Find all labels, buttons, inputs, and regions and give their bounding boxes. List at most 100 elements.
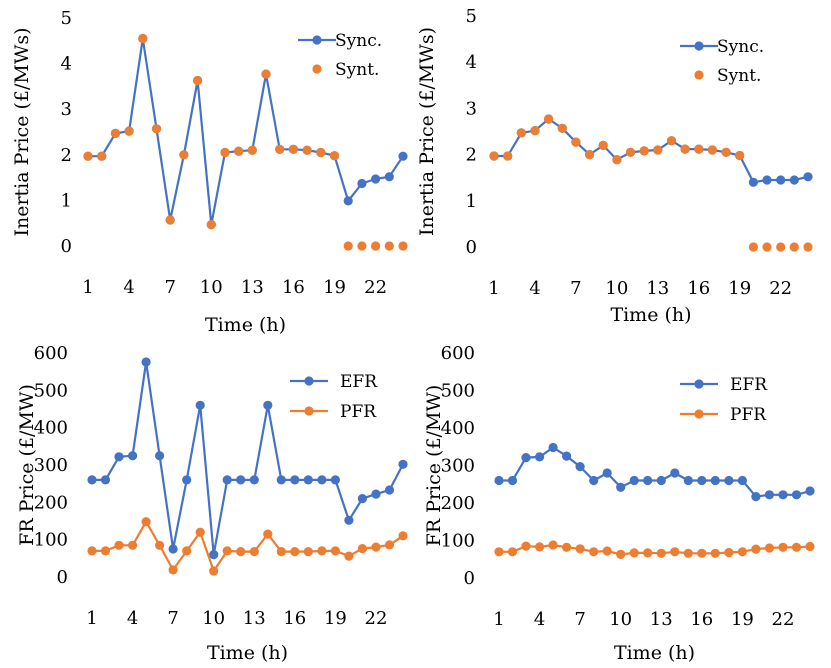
data-point xyxy=(357,494,367,504)
data-point xyxy=(666,136,677,146)
data-point xyxy=(209,566,219,576)
data-point xyxy=(643,475,653,486)
data-point xyxy=(100,546,111,556)
data-point xyxy=(371,542,381,552)
data-point xyxy=(656,475,666,486)
data-point xyxy=(124,126,134,136)
data-point xyxy=(398,531,408,541)
data-point xyxy=(602,546,612,556)
data-point xyxy=(247,145,257,155)
data-point xyxy=(571,137,581,147)
data-point xyxy=(357,544,367,554)
legend-label: PFR xyxy=(340,402,377,422)
data-point xyxy=(735,150,745,161)
data-point xyxy=(764,490,775,500)
data-point xyxy=(575,544,585,554)
data-point xyxy=(653,145,663,155)
data-point xyxy=(616,482,626,492)
data-point xyxy=(710,475,720,486)
y-tick-label: 4 xyxy=(61,54,72,75)
data-point xyxy=(776,242,786,252)
data-point xyxy=(100,475,111,485)
data-point xyxy=(141,517,151,527)
data-point xyxy=(575,462,585,472)
data-point xyxy=(707,145,718,155)
data-point xyxy=(357,241,367,251)
legend-marker xyxy=(304,376,314,386)
x-axis-title: Time (h) xyxy=(207,642,288,664)
x-tick-label: 10 xyxy=(609,609,632,630)
data-point xyxy=(193,75,203,86)
data-point xyxy=(789,175,799,185)
data-point xyxy=(261,69,271,79)
data-point xyxy=(97,151,107,161)
data-point xyxy=(384,540,395,550)
data-point xyxy=(697,475,707,486)
x-axis-title: Time (h) xyxy=(610,304,691,326)
y-tick-label: 100 xyxy=(34,530,68,551)
x-tick-label: 19 xyxy=(731,609,754,630)
data-point xyxy=(791,490,802,500)
y-tick-label: 0 xyxy=(61,236,72,257)
data-point xyxy=(344,551,354,561)
data-point xyxy=(805,541,815,552)
x-tick-label: 16 xyxy=(282,277,305,298)
data-point xyxy=(249,475,259,485)
legend-entry: PFR xyxy=(290,402,377,422)
x-tick-label: 19 xyxy=(324,608,347,629)
y-tick-label: 100 xyxy=(441,531,475,552)
data-point xyxy=(694,144,704,154)
legend-entry: Sync. xyxy=(680,37,764,57)
data-point xyxy=(343,241,353,251)
y-tick-label: 0 xyxy=(466,237,477,258)
data-point xyxy=(503,151,513,161)
data-point xyxy=(168,565,178,575)
data-point xyxy=(589,475,599,486)
data-point xyxy=(371,174,381,184)
data-point xyxy=(616,549,626,560)
x-tick-label: 4 xyxy=(123,277,134,298)
data-point xyxy=(276,475,286,485)
y-axis-title: FR Price (£/MW) xyxy=(423,385,445,547)
x-tick-label: 4 xyxy=(534,609,545,630)
data-point xyxy=(371,241,381,251)
x-tick-label: 13 xyxy=(650,609,673,630)
legend-entry: Sync. xyxy=(298,31,382,51)
chart-panel-3: 0 100 200 300 400 500 600 1 4 7 10 13 16 19 22 Time (h)… xyxy=(16,343,408,664)
x-tick-label: 22 xyxy=(364,277,387,298)
legend-label: Synt. xyxy=(717,66,761,86)
data-point xyxy=(83,151,93,161)
data-point xyxy=(141,357,151,367)
data-point xyxy=(87,546,97,556)
data-point xyxy=(330,546,340,556)
x-tick-label: 10 xyxy=(202,608,225,629)
x-tick-label: 19 xyxy=(728,278,751,299)
y-tick-label: 400 xyxy=(441,418,475,439)
legend-marker xyxy=(304,406,314,416)
y-tick-label: 300 xyxy=(34,455,68,476)
data-point xyxy=(343,196,353,206)
y-tick-label: 1 xyxy=(61,190,72,211)
data-point xyxy=(384,485,395,495)
x-tick-label: 22 xyxy=(769,278,792,299)
data-point xyxy=(791,542,802,552)
data-point xyxy=(724,547,734,558)
data-point xyxy=(507,547,518,557)
data-point xyxy=(357,178,367,189)
x-tick-label: 16 xyxy=(690,609,713,630)
x-tick-label: 10 xyxy=(200,277,223,298)
data-point xyxy=(764,543,775,553)
legend-marker xyxy=(312,64,322,74)
y-tick-label: 400 xyxy=(34,418,68,439)
data-point xyxy=(151,124,162,134)
data-point xyxy=(629,475,639,486)
data-point xyxy=(182,475,192,485)
x-tick-label: 22 xyxy=(772,609,795,630)
legend-marker xyxy=(694,70,704,80)
x-tick-label: 1 xyxy=(493,609,504,630)
legend-entry: PFR xyxy=(680,405,767,425)
data-point xyxy=(302,145,312,155)
